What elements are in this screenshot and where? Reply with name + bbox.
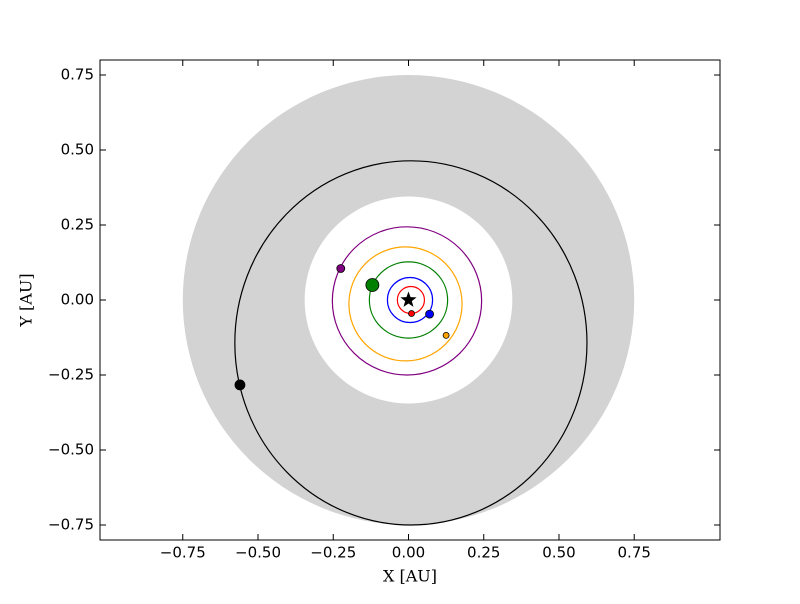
x-axis-label: X [AU] [383,567,437,586]
plot-area [182,75,635,526]
planet [442,331,450,339]
x-tick-label: −0.25 [310,544,356,562]
y-tick-label: 0.75 [61,66,94,84]
y-tick-label: 0.25 [61,216,94,234]
planet [234,379,246,391]
orbit [331,226,483,376]
orbit [234,160,588,526]
x-tick-label: 0.00 [392,544,425,562]
y-tick-label: −0.25 [48,366,94,384]
disk [182,75,635,526]
y-tick-label: −0.75 [48,516,94,534]
orbit [368,261,449,339]
orbit [386,276,434,324]
planet [336,264,346,273]
x-tick-label: −0.75 [160,544,206,562]
y-tick-label: −0.50 [48,441,94,459]
planet [425,309,434,319]
x-tick-label: 0.75 [618,544,651,562]
x-tick-label: −0.50 [235,544,281,562]
x-tick-label: 0.25 [467,544,500,562]
x-tick-label: 0.50 [542,544,575,562]
orbit [348,246,463,362]
y-tick-label: 0.00 [61,291,94,309]
y-axis-label: Y [AU] [17,273,36,327]
planet [408,310,415,317]
star [400,291,417,307]
y-tick-label: 0.50 [61,141,94,159]
planet [365,278,380,292]
